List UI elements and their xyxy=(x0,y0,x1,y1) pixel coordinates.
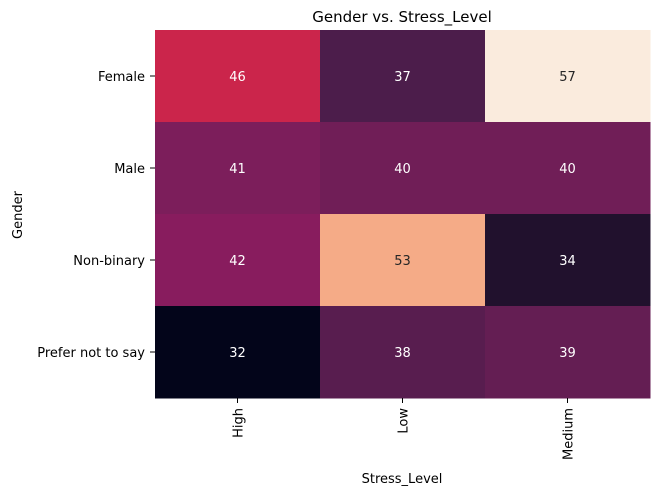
heatmap-cell xyxy=(155,30,321,123)
x-axis-ticks: High Low Medium xyxy=(232,398,577,460)
cell-value-label: 53 xyxy=(394,254,411,269)
heatmap-cell xyxy=(485,30,651,123)
y-axis-ticks: Female Male Non-binary Prefer not to say xyxy=(37,70,155,361)
heatmap-cells: 46 37 57 41 40 40 42 53 34 32 38 39 xyxy=(155,30,651,399)
cell-value-label: 46 xyxy=(229,70,246,85)
y-tick-label: Prefer not to say xyxy=(37,346,145,361)
heatmap-cell xyxy=(155,122,321,215)
heatmap-cell xyxy=(485,214,651,307)
heatmap-cell xyxy=(320,122,486,215)
chart-title: Gender vs. Stress_Level xyxy=(312,8,491,27)
x-axis-label: Stress_Level xyxy=(362,472,443,487)
x-tick-label: High xyxy=(232,408,247,438)
y-tick-label: Female xyxy=(98,70,145,85)
heatmap-cell xyxy=(320,306,486,399)
heatmap-cell xyxy=(320,30,486,123)
y-axis-label: Gender xyxy=(11,190,26,239)
x-tick-label: Low xyxy=(397,408,412,434)
y-tick-label: Male xyxy=(114,162,145,177)
cell-value-label: 39 xyxy=(559,346,576,361)
cell-value-label: 57 xyxy=(559,70,576,85)
cell-value-label: 38 xyxy=(394,346,411,361)
heatmap-cell xyxy=(320,214,486,307)
y-tick-label: Non-binary xyxy=(73,254,145,269)
heatmap-cell xyxy=(155,306,321,399)
heatmap-cell xyxy=(485,122,651,215)
cell-value-label: 42 xyxy=(229,254,246,269)
heatmap-cell xyxy=(485,306,651,399)
heatmap-cell xyxy=(155,214,321,307)
cell-value-label: 41 xyxy=(229,162,246,177)
cell-value-label: 32 xyxy=(229,346,246,361)
x-tick-label: Medium xyxy=(562,408,577,460)
cell-value-label: 34 xyxy=(559,254,576,269)
cell-value-label: 37 xyxy=(394,70,411,85)
cell-value-label: 40 xyxy=(394,162,411,177)
cell-value-label: 40 xyxy=(559,162,576,177)
